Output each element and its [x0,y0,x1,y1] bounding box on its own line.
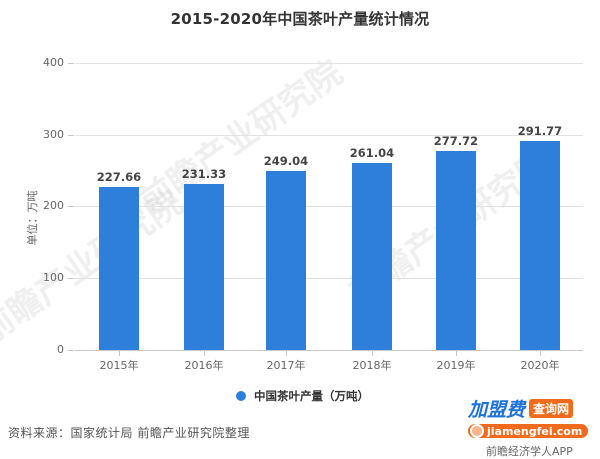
x-tick [119,351,120,356]
legend-label: 中国茶叶产量（万吨） [254,389,369,403]
bar-2016[interactable] [184,184,224,350]
brand-url-pill: jiamengfei.com [468,424,589,438]
x-tick [204,351,205,356]
data-label: 249.04 [263,154,309,168]
source-note: 资料来源：国家统计局 前瞻产业研究院整理 [8,426,250,440]
data-label: 277.72 [433,134,479,148]
brand-name: 加盟费 [468,399,526,421]
x-tick-label: 2016年 [184,359,224,372]
y-axis-label: 单位：万吨 [26,190,39,246]
bar-2018[interactable] [352,163,392,350]
x-tick [456,351,457,356]
y-tick [68,206,74,207]
x-axis-line [75,350,583,351]
data-label: 231.33 [181,167,227,181]
x-tick-label: 2017年 [266,359,306,372]
data-label: 261.04 [349,146,395,160]
x-tick [540,351,541,356]
legend[interactable]: 中国茶叶产量（万吨） [236,388,369,404]
magnifier-icon [470,424,484,438]
y-tick [68,63,74,64]
x-tick-label: 2019年 [436,359,476,372]
gridline-300 [75,135,583,136]
y-tick-label: 100 [43,271,64,284]
x-tick-label: 2018年 [352,359,392,372]
legend-dot-icon [236,391,246,401]
y-tick [68,350,74,351]
y-tick [68,135,74,136]
data-label: 291.77 [517,124,563,138]
x-tick-label: 2020年 [520,359,560,372]
bar-2015[interactable] [99,187,139,350]
y-tick [68,278,74,279]
data-label: 227.66 [96,170,142,184]
brand-subtitle: 前瞻经济学人APP [486,445,573,458]
chart-title: 2015-2020年中国茶叶产量统计情况 [170,10,430,28]
brand-query-badge: 查询网 [529,399,574,418]
brand-logo: 加盟费 查询网 jiamengfei.com 前瞻经济学人APP [468,395,598,458]
x-tick [286,351,287,356]
y-tick-label: 0 [57,343,64,356]
bar-2017[interactable] [266,171,306,350]
gridline-100 [75,278,583,279]
x-tick [372,351,373,356]
bar-2020[interactable] [520,141,560,350]
bar-2019[interactable] [436,151,476,350]
brand-url: jiamengfei.com [487,424,583,438]
gridline-200 [75,206,583,207]
y-tick-label: 200 [43,199,64,212]
y-tick-label: 300 [43,128,64,141]
gridline-400 [75,63,583,64]
y-tick-label: 400 [43,56,64,69]
x-tick-label: 2015年 [99,359,139,372]
